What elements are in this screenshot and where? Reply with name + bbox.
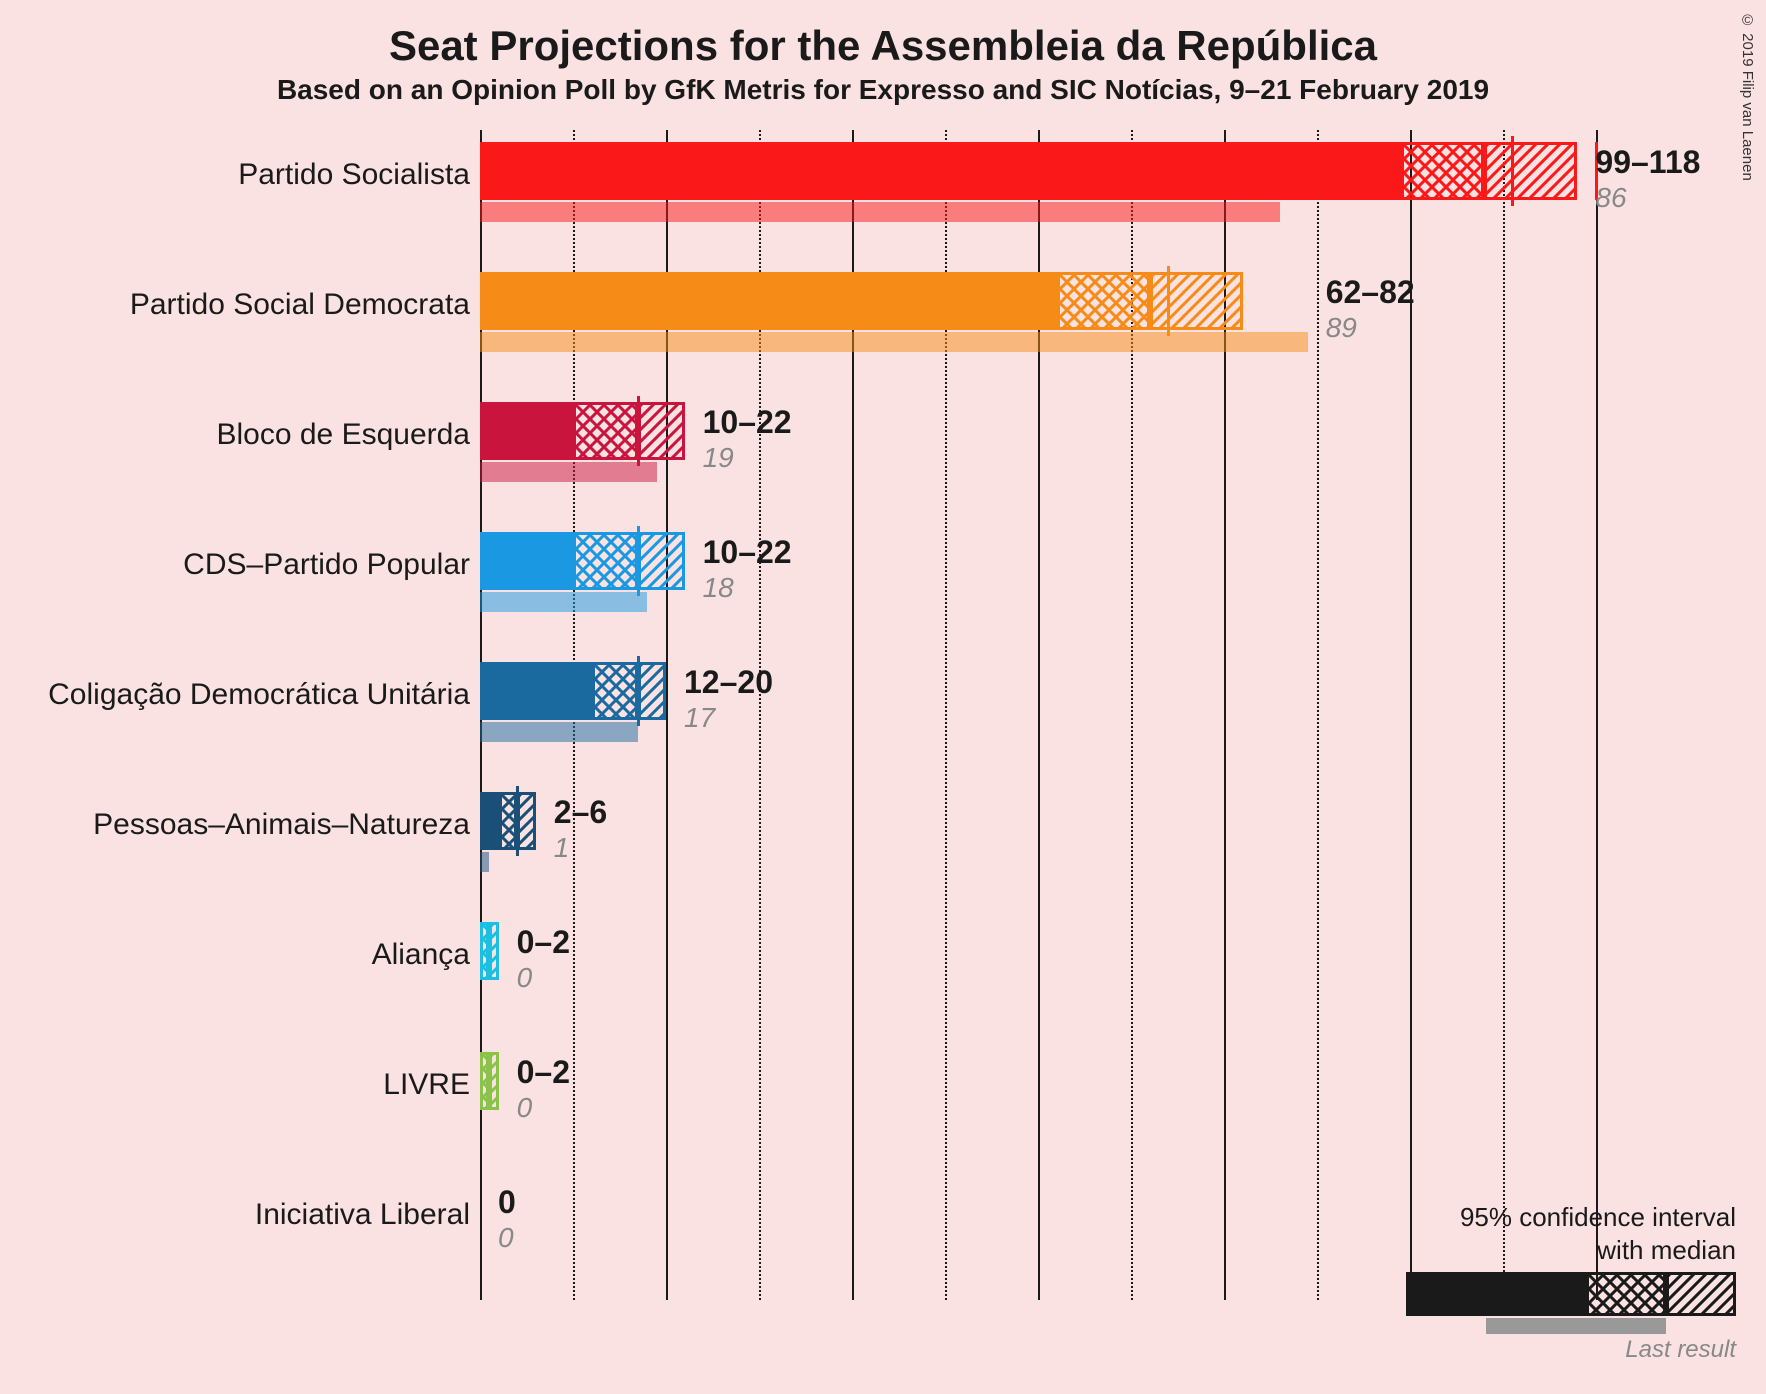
bar-area: 0–20 xyxy=(480,910,1760,1040)
median-tick xyxy=(637,656,640,726)
ci-diagonal-segment xyxy=(638,532,685,590)
party-row: Aliança 0–20 xyxy=(0,910,1766,1040)
previous-value-label: 17 xyxy=(684,702,715,734)
ci-crosshatch-segment xyxy=(499,792,518,850)
ci-crosshatch-segment xyxy=(573,532,638,590)
party-row: Partido Social Democrata 62–8289 xyxy=(0,260,1766,390)
party-row: LIVRE 0–20 xyxy=(0,1040,1766,1170)
party-row: Pessoas–Animais–Natureza 2–61 xyxy=(0,780,1766,910)
ci-crosshatch-segment xyxy=(480,1052,489,1110)
chart-subtitle: Based on an Opinion Poll by GfK Metris f… xyxy=(0,74,1766,106)
bar-area: 12–2017 xyxy=(480,650,1760,780)
ci-diagonal-segment xyxy=(517,792,536,850)
party-name-label: Aliança xyxy=(372,938,470,972)
bar-area: 10–2218 xyxy=(480,520,1760,650)
legend-title: 95% confidence interval with median xyxy=(1376,1201,1736,1266)
bar-area: 0–20 xyxy=(480,1040,1760,1170)
party-name-label: Pessoas–Animais–Natureza xyxy=(93,808,470,842)
range-value-label: 10–22 xyxy=(703,534,792,571)
median-tick xyxy=(1167,266,1170,336)
party-row: Bloco de Esquerda 10–2219 xyxy=(0,390,1766,520)
chart-title: Seat Projections for the Assembleia da R… xyxy=(0,22,1766,70)
range-value-label: 0 xyxy=(498,1184,516,1221)
previous-value-label: 18 xyxy=(703,572,734,604)
range-value-label: 2–6 xyxy=(554,794,607,831)
range-value-label: 10–22 xyxy=(703,404,792,441)
ci-diagonal-segment xyxy=(638,402,685,460)
party-row: Partido Socialista 99–11886 xyxy=(0,130,1766,260)
previous-value-label: 89 xyxy=(1326,312,1357,344)
ci-solid-segment xyxy=(480,402,573,460)
ci-diagonal-segment xyxy=(638,662,666,720)
ci-diagonal-segment xyxy=(489,922,498,980)
range-value-label: 12–20 xyxy=(684,664,773,701)
previous-value-label: 0 xyxy=(517,1092,533,1124)
previous-value-label: 86 xyxy=(1595,182,1626,214)
ci-solid-segment xyxy=(480,532,573,590)
party-name-label: Bloco de Esquerda xyxy=(216,418,470,452)
previous-result-bar xyxy=(480,722,638,742)
ci-diagonal-segment xyxy=(1150,272,1243,330)
bar-area: 62–8289 xyxy=(480,260,1760,390)
legend-previous-label: Last result xyxy=(1376,1336,1736,1364)
title-block: Seat Projections for the Assembleia da R… xyxy=(0,0,1766,106)
ci-crosshatch-segment xyxy=(592,662,639,720)
previous-value-label: 1 xyxy=(554,832,570,864)
range-value-label: 0–2 xyxy=(517,1054,570,1091)
bar-area: 99–11886 xyxy=(480,130,1760,260)
party-name-label: LIVRE xyxy=(383,1068,470,1102)
ci-crosshatch-segment xyxy=(573,402,638,460)
range-value-label: 62–82 xyxy=(1326,274,1415,311)
ci-crosshatch-segment xyxy=(1401,142,1485,200)
chart-legend: 95% confidence interval with median Last… xyxy=(1376,1201,1736,1364)
previous-result-bar xyxy=(480,462,657,482)
median-tick xyxy=(637,526,640,596)
party-name-label: Iniciativa Liberal xyxy=(255,1198,470,1232)
party-name-label: CDS–Partido Popular xyxy=(183,548,470,582)
range-value-label: 0–2 xyxy=(517,924,570,961)
bar-area: 2–61 xyxy=(480,780,1760,910)
legend-line1: 95% confidence interval xyxy=(1460,1202,1736,1232)
ci-crosshatch-segment xyxy=(480,922,489,980)
previous-result-bar xyxy=(480,202,1280,222)
ci-diagonal-segment xyxy=(1484,142,1577,200)
previous-result-bar xyxy=(480,592,647,612)
median-tick xyxy=(637,396,640,466)
party-name-label: Partido Social Democrata xyxy=(130,288,470,322)
previous-result-bar xyxy=(480,852,489,872)
party-row: Coligação Democrática Unitária 12–2017 xyxy=(0,650,1766,780)
previous-value-label: 19 xyxy=(703,442,734,474)
seat-projection-chart: Partido Socialista99–11886Partido Social… xyxy=(0,130,1766,1330)
ci-solid-segment xyxy=(480,792,499,850)
median-tick xyxy=(1511,136,1514,206)
party-name-label: Coligação Democrática Unitária xyxy=(48,678,470,712)
previous-value-label: 0 xyxy=(498,1222,514,1254)
legend-crosshatch-segment xyxy=(1586,1272,1666,1316)
legend-bar xyxy=(1406,1272,1736,1316)
legend-line2: with median xyxy=(1597,1235,1736,1265)
ci-crosshatch-segment xyxy=(1057,272,1150,330)
ci-solid-segment xyxy=(480,662,592,720)
previous-result-bar xyxy=(480,332,1308,352)
legend-previous-bar xyxy=(1486,1318,1666,1334)
ci-diagonal-segment xyxy=(489,1052,498,1110)
legend-solid-segment xyxy=(1406,1272,1586,1316)
party-name-label: Partido Socialista xyxy=(238,158,470,192)
median-tick xyxy=(516,786,519,856)
legend-diagonal-segment xyxy=(1666,1272,1736,1316)
ci-solid-segment xyxy=(480,142,1401,200)
range-value-label: 99–118 xyxy=(1595,144,1700,181)
previous-value-label: 0 xyxy=(517,962,533,994)
ci-solid-segment xyxy=(480,272,1057,330)
bar-area: 10–2219 xyxy=(480,390,1760,520)
party-row: CDS–Partido Popular 10–2218 xyxy=(0,520,1766,650)
